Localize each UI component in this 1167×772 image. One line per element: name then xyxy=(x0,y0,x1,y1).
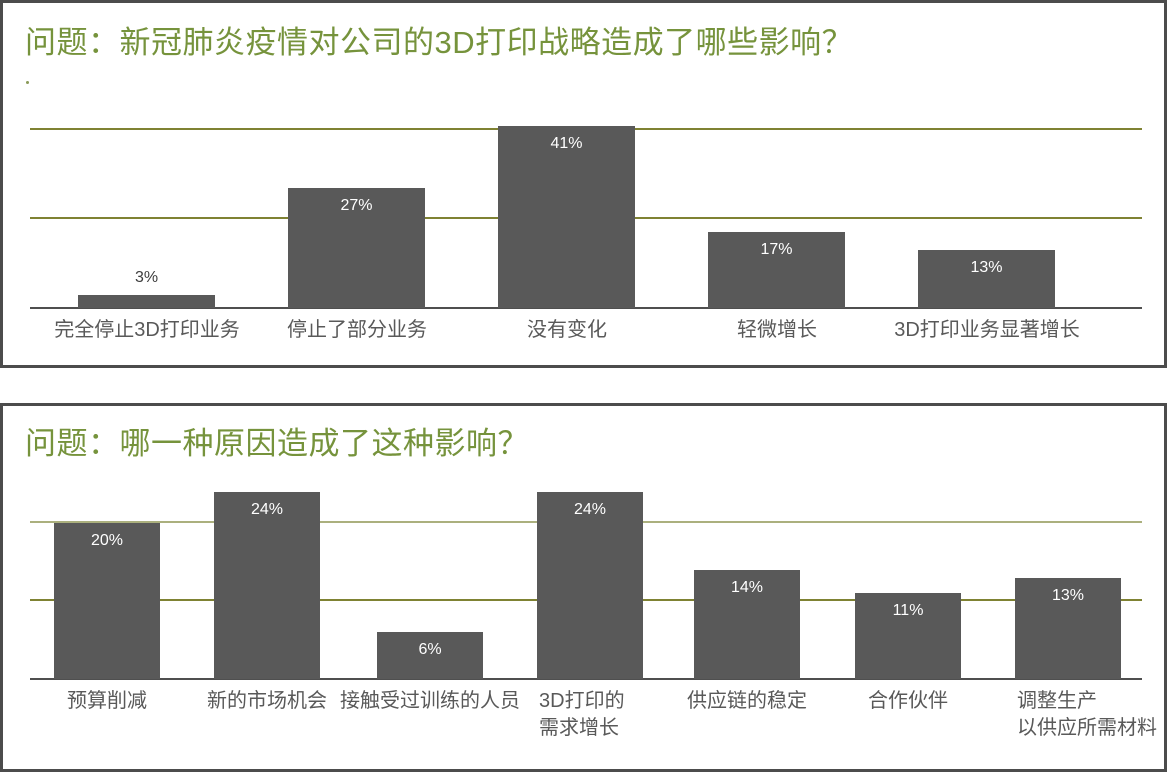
chart2-title: 问题：哪一种原因造成了这种影响？ xyxy=(25,426,529,461)
bar-没有变化 xyxy=(498,126,635,308)
chart-panel-impact-reason: 问题：哪一种原因造成了这种影响？ 20% 预算削减 24% 新的市场机会 6% 接触受过训… xyxy=(0,403,1167,772)
bar-3D打印的 xyxy=(537,492,643,679)
chart2-plot: 20% 预算削减 24% 新的市场机会 6% 接触受过训练的人员 24% 3D打印的 需求增长 1… xyxy=(30,479,1157,739)
bar-轻微增长 xyxy=(708,232,845,308)
bar-完全停止3D打印业务 xyxy=(78,295,215,308)
category-label: 合作伙伴 xyxy=(868,690,948,712)
chart1-title: 问题：新冠肺炎疫情对公司的3D打印战略造成了哪些影响？ xyxy=(25,25,854,60)
x-axis-line xyxy=(30,307,1142,309)
bar-预算削减 xyxy=(54,523,160,679)
bar-合作伙伴 xyxy=(855,593,961,679)
category-label: 没有变化 xyxy=(527,319,607,341)
value-label: 17% xyxy=(760,241,793,258)
bar-新的市场机会 xyxy=(214,492,320,679)
value-label: 11% xyxy=(892,602,924,619)
value-label: 13% xyxy=(970,259,1003,276)
x-axis-line xyxy=(30,678,1142,680)
value-label: 3% xyxy=(134,269,159,286)
value-label: 20% xyxy=(90,532,124,549)
chart1-plot: 3% 完全停止3D打印业务 27% 停止了部分业务 41% 没有变化 17% 轻微增长 13% 3… xyxy=(30,60,1142,341)
value-label: 27% xyxy=(340,197,373,214)
bar-3D打印业务显著增长 xyxy=(918,250,1055,308)
bar-调整生产 xyxy=(1015,578,1121,679)
category-label: 停止了部分业务 xyxy=(287,319,427,341)
value-label: 13% xyxy=(1051,587,1085,604)
category-label: 轻微增长 xyxy=(737,319,817,341)
category-label: 预算削减 xyxy=(67,690,147,712)
category-label: 新的市场机会 xyxy=(207,690,327,712)
bar-接触受过训练的人员 xyxy=(377,632,483,679)
chart-panel-covid-impact: 问题：新冠肺炎疫情对公司的3D打印战略造成了哪些影响？ 3% 完全停止3D打印业务… xyxy=(0,0,1167,368)
value-label: 14% xyxy=(730,579,764,596)
category-label: 接触受过训练的人员 xyxy=(340,690,520,712)
category-label: 调整生产 以供应所需材料 xyxy=(1017,690,1157,739)
value-label: 24% xyxy=(573,501,607,518)
category-label: 3D打印业务显著增长 xyxy=(894,319,1080,341)
category-label: 3D打印的 需求增长 xyxy=(539,690,625,739)
bar-供应链的稳定 xyxy=(694,570,800,679)
category-label: 完全停止3D打印业务 xyxy=(54,319,240,341)
category-label: 供应链的稳定 xyxy=(687,690,807,712)
stray-mark xyxy=(26,81,29,84)
value-label: 24% xyxy=(250,501,284,518)
value-label: 6% xyxy=(418,641,442,658)
bar-停止了部分业务 xyxy=(288,188,425,308)
value-label: 41% xyxy=(550,135,583,152)
